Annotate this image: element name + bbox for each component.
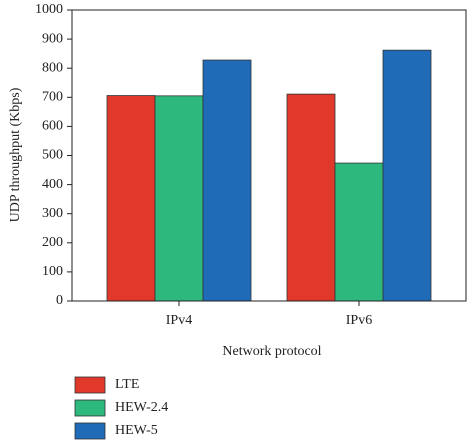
bar: [382, 49, 432, 302]
bar: [286, 93, 336, 302]
x-axis-label: Network protocol: [222, 344, 321, 359]
legend-swatch: [74, 399, 106, 417]
legend-label: LTE: [115, 377, 139, 392]
x-tick-label: IPv6: [346, 313, 372, 328]
plot-frame: [71, 9, 467, 302]
y-tick-label: 400: [42, 177, 63, 192]
y-axis-label: UDP throughput (Kbps): [8, 87, 23, 222]
y-tick-label: 700: [42, 90, 63, 105]
y-tick-label: 600: [42, 119, 63, 134]
bar: [106, 95, 156, 302]
y-tick-label: 200: [42, 235, 63, 250]
y-tick-label: 0: [56, 293, 63, 308]
bar: [154, 95, 204, 302]
y-tick-label: 500: [42, 148, 63, 163]
legend-label: HEW-5: [115, 423, 158, 438]
bar: [202, 59, 252, 302]
y-tick-label: 1000: [35, 2, 63, 17]
x-tick-label: IPv4: [166, 313, 192, 328]
legend-swatch: [74, 376, 106, 394]
y-tick-label: 300: [42, 206, 63, 221]
y-tick-label: 900: [42, 31, 63, 46]
bar: [334, 162, 384, 302]
y-tick-label: 800: [42, 60, 63, 75]
legend-swatch: [74, 422, 106, 440]
legend-label: HEW-2.4: [115, 400, 168, 415]
y-tick-label: 100: [42, 264, 63, 279]
